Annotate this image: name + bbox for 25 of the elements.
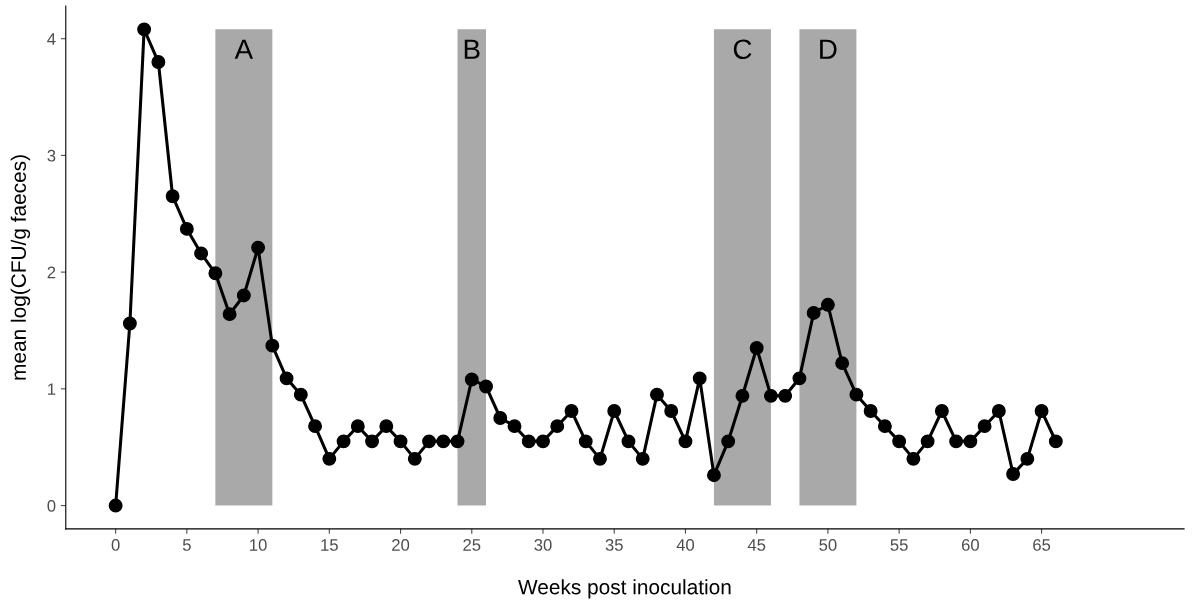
x-tick-label: 10 — [250, 539, 267, 551]
x-tick-label: 30 — [534, 539, 552, 551]
x-axis-title: Weeks post inoculation — [518, 579, 731, 599]
x-tick-label: 35 — [605, 539, 623, 551]
x-tick-label: 50 — [819, 539, 837, 551]
y-tick-label: 4 — [47, 33, 56, 45]
band-label: C — [733, 39, 752, 60]
y-tick-label: 0 — [47, 499, 56, 512]
y-tick-label: 1 — [48, 383, 56, 395]
y-axis-title: mean log(CFU/g faeces) — [10, 155, 31, 380]
band-label: A — [234, 39, 254, 59]
x-tick-label: 25 — [463, 539, 481, 551]
x-tick-label: 0 — [111, 539, 120, 551]
y-tick-label: 2 — [47, 266, 56, 279]
x-tick-label: 60 — [961, 539, 979, 551]
x-tick-label: 15 — [321, 539, 338, 551]
band-label: B — [464, 39, 480, 59]
x-tick-label: 5 — [182, 539, 191, 551]
band-label: D — [820, 39, 837, 59]
x-tick-label: 20 — [392, 539, 410, 551]
x-tick-label: 45 — [747, 539, 766, 551]
x-tick-label: 55 — [890, 539, 908, 551]
y-tick-label: 3 — [47, 149, 56, 162]
x-tick-label: 65 — [1033, 539, 1051, 551]
x-tick-label: 40 — [676, 539, 695, 551]
